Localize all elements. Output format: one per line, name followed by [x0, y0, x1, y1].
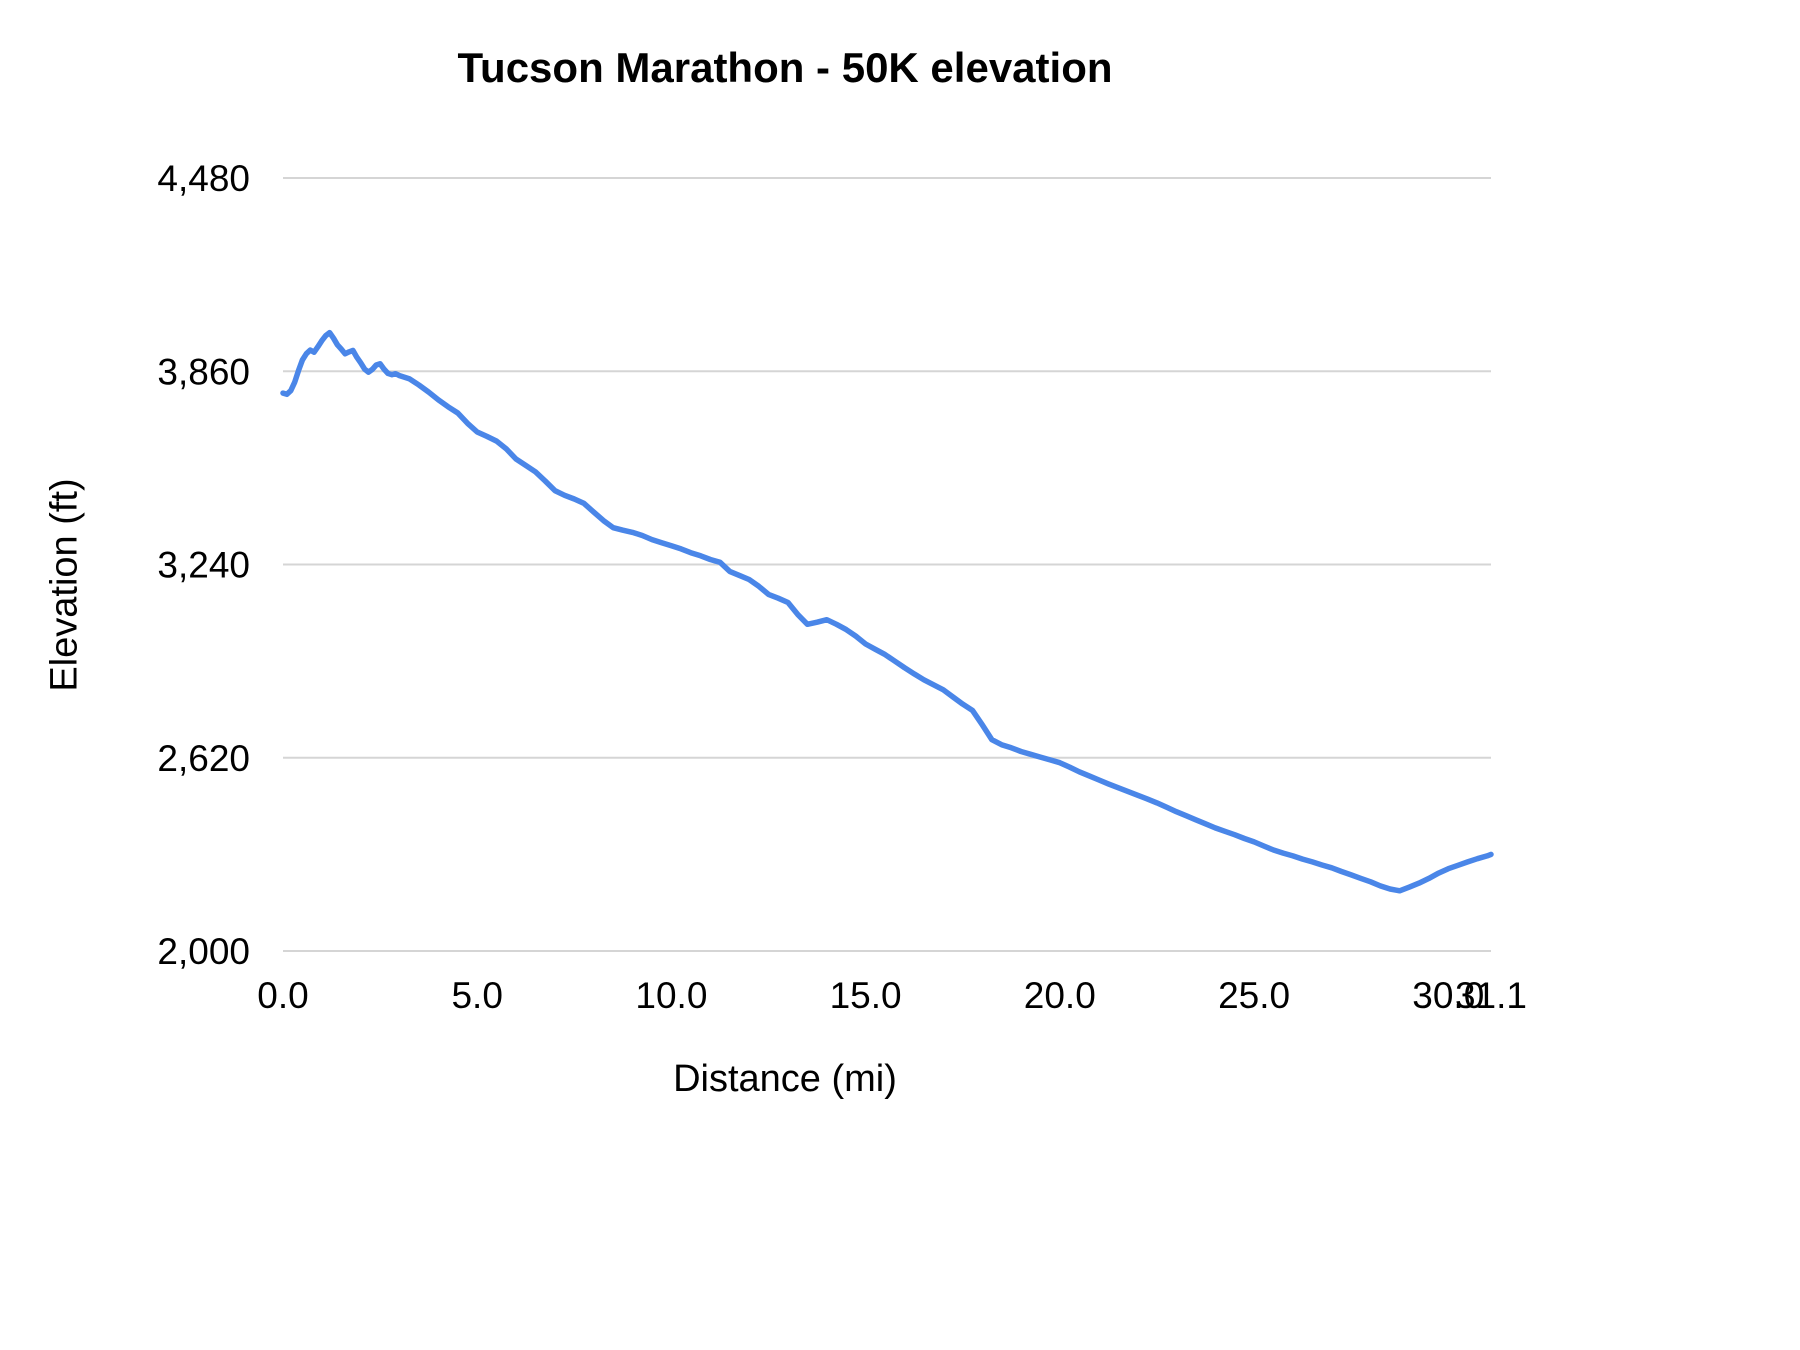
- x-tick-label: 10.0: [635, 975, 707, 1016]
- elevation-line: [280, 329, 1494, 894]
- x-tick-label: 15.0: [830, 975, 902, 1016]
- x-tick-label: 5.0: [451, 975, 502, 1016]
- y-tick-label: 3,860: [157, 351, 250, 392]
- y-tick-label: 3,240: [157, 545, 250, 586]
- y-tick-label: 4,480: [157, 158, 250, 199]
- x-tick-label: 0.0: [257, 975, 308, 1016]
- x-tick-label: 25.0: [1218, 975, 1290, 1016]
- x-axis-title: Distance (mi): [673, 1058, 897, 1100]
- y-tick-label: 2,620: [157, 738, 250, 779]
- x-tick-label: 31.1: [1455, 975, 1527, 1016]
- y-tick-label: 2,000: [157, 931, 250, 972]
- chart-title: Tucson Marathon - 50K elevation: [457, 44, 1113, 91]
- x-tick-label: 30.0: [1412, 975, 1484, 1016]
- x-tick-label: 20.0: [1024, 975, 1096, 1016]
